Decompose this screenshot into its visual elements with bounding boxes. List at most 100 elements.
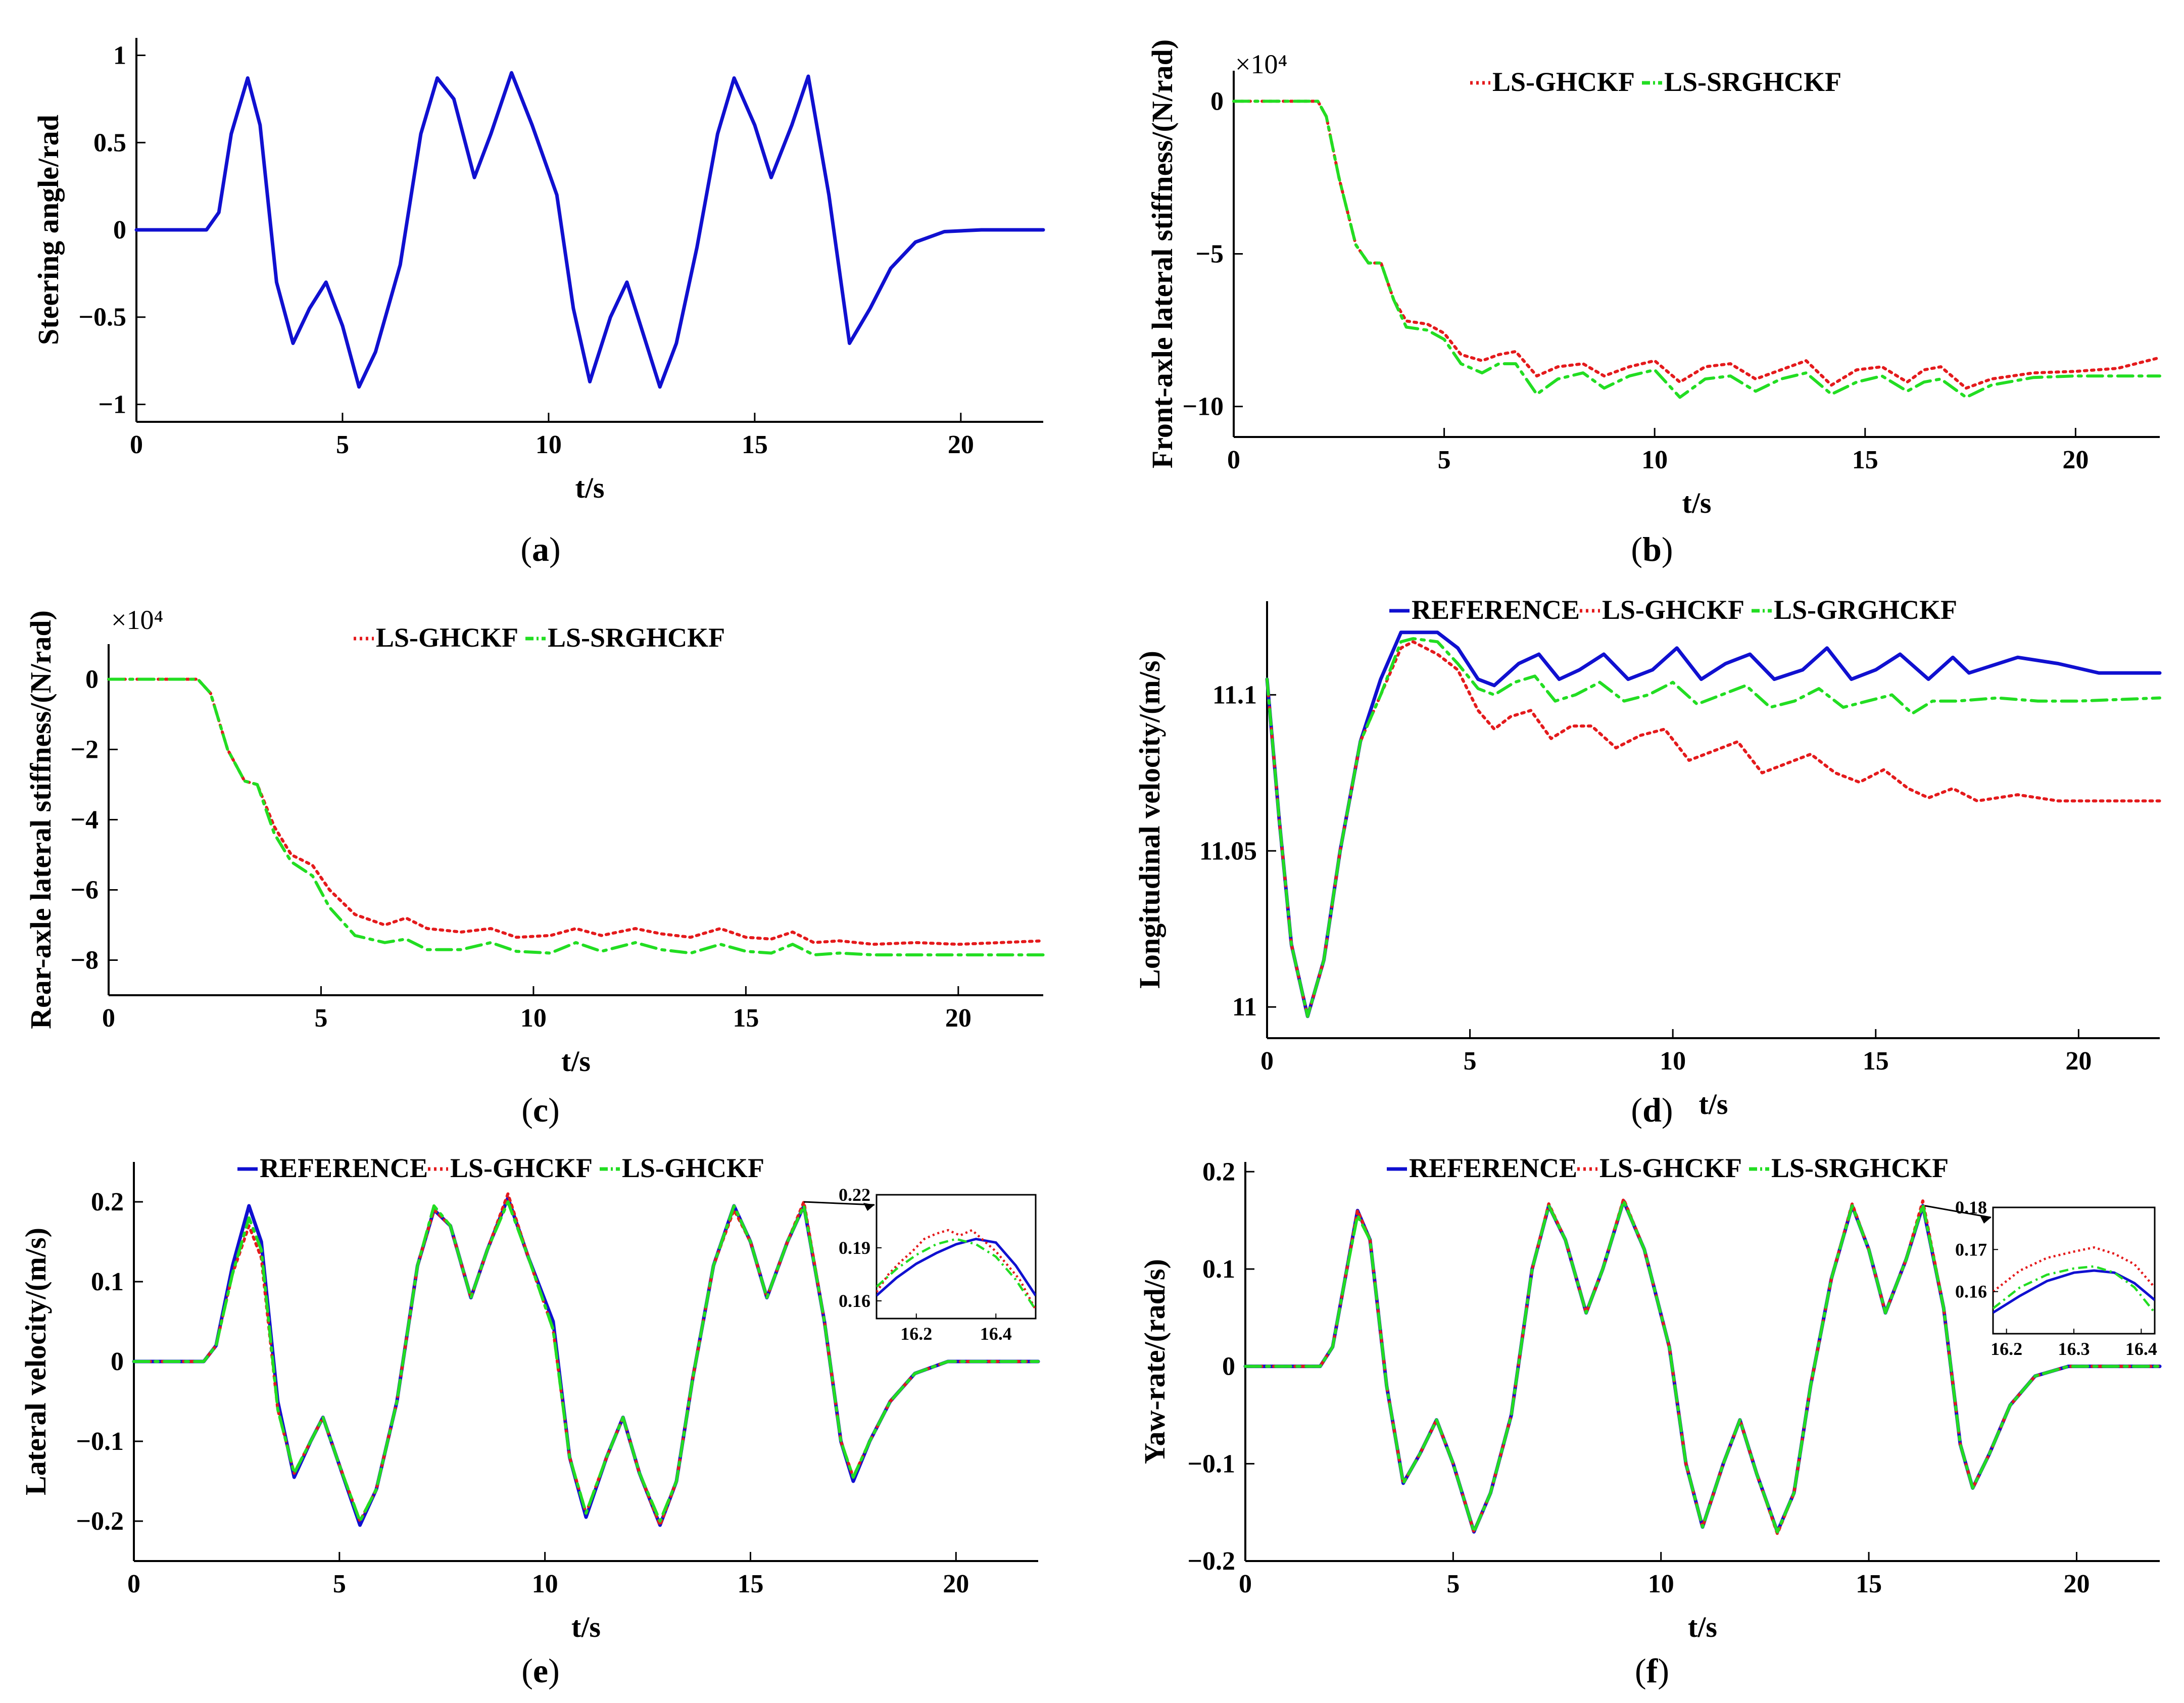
x-tick-label: 15: [742, 430, 768, 459]
chart-panel-5: 0 5 10 15 20 −0.2 −0.1 0 0.1 0.2 t/s Lateral veloci…: [19, 1153, 1040, 1690]
inset-series-line-ls_ghckf: [1993, 1246, 2155, 1293]
y-tick-label: −0.1: [1187, 1449, 1235, 1478]
x-tick-label: 15: [1863, 1047, 1889, 1076]
y-axis-title: Lateral velocity/(m/s): [19, 1228, 52, 1495]
chart-panel-3: 0 5 10 15 20 −8 −6 −4 −2 0 t/s Rear-axle lateral st…: [24, 605, 1045, 1129]
x-tick-label: 0: [1239, 1570, 1252, 1598]
x-axis-title: t/s: [575, 471, 605, 504]
panel-label: (e): [521, 1651, 560, 1690]
x-axis-title: t/s: [571, 1611, 601, 1643]
x-tick-label: 5: [1446, 1570, 1460, 1598]
panel-label-part: ): [548, 1091, 560, 1129]
inset-pointer-arrowhead: [1980, 1215, 1991, 1224]
legend-label: LS-SRGHCKF: [1664, 67, 1841, 97]
y-tick-label: −0.5: [78, 303, 126, 332]
legend-label: LS-GHCKF: [1602, 595, 1744, 625]
x-tick-label: 5: [1464, 1047, 1477, 1076]
y-tick-label: 11: [1232, 993, 1257, 1021]
x-tick-label: 20: [2062, 446, 2089, 474]
chart-panel-2: 0 5 10 15 20 −10 −5 0 t/s Front-axle lateral stif…: [1146, 39, 2161, 568]
y-axis-title: Front-axle lateral stiffness/(N/rad): [1146, 39, 1179, 468]
series-line-ls_ghckf: [107, 677, 1045, 946]
x-tick-label: 20: [2065, 1047, 2092, 1076]
inset-frame: [1992, 1206, 2156, 1335]
x-tick-label: 10: [520, 1004, 547, 1033]
y-tick-label: −5: [1195, 240, 1224, 269]
x-tick-label: 15: [1852, 446, 1878, 474]
x-tick-label: 15: [733, 1004, 759, 1033]
x-axis-title: t/s: [561, 1045, 591, 1078]
y-tick-label: 11.05: [1199, 837, 1257, 865]
x-tick-label: 20: [943, 1570, 969, 1598]
inset-panel: 16.2 16.3 16.40.160.170.18: [1924, 1197, 2157, 1359]
inset-series-line-reference: [1993, 1269, 2155, 1314]
y-tick-label: 0: [1222, 1352, 1235, 1381]
y-tick-label: −2: [70, 736, 99, 764]
series-line-ls_ghckf: [1232, 100, 2161, 390]
panel-label-part: (: [521, 1091, 533, 1129]
y-tick-label: 0.2: [91, 1188, 124, 1217]
y-tick-label: 0.1: [1202, 1255, 1235, 1284]
x-tick-label: 0: [1260, 1047, 1274, 1076]
legend-label: LS-SRGHCKF: [1771, 1153, 1949, 1183]
inset-frame: [876, 1194, 1037, 1320]
x-tick-label: 20: [2063, 1570, 2090, 1598]
series-line-ls_srghckf: [1244, 1199, 2161, 1534]
y-axis-title: Steering angle/rad: [32, 115, 65, 345]
x-axis-title: t/s: [1682, 486, 1712, 519]
panel-label-part: (: [520, 530, 532, 568]
y-exponent-label: ×10⁴: [1235, 49, 1287, 79]
chart-panel-6: 0 5 10 15 20 −0.2 −0.1 0 0.1 0.2 t/s Yaw-rate/(rad/…: [1138, 1153, 2162, 1690]
x-tick-label: 10: [536, 430, 562, 459]
inset-x-tick-label: 16.2: [1991, 1339, 2022, 1359]
panel-label-part: (: [521, 1651, 533, 1690]
inset-series-line-ls_srghckf: [1993, 1265, 2155, 1313]
y-tick-label: 1: [113, 41, 126, 70]
panel-label-part: f: [1646, 1651, 1659, 1690]
panel-label-part: ): [549, 530, 561, 568]
y-tick-label: 0: [111, 1347, 124, 1376]
y-tick-label: −8: [70, 946, 99, 975]
y-tick-label: −4: [70, 806, 99, 835]
panel-label-part: c: [533, 1091, 548, 1129]
y-tick-label: −6: [70, 876, 99, 905]
legend-label: LS-GHCKF: [1492, 67, 1635, 97]
x-tick-label: 0: [127, 1570, 140, 1598]
x-tick-label: 20: [948, 430, 974, 459]
y-tick-label: −1: [98, 390, 126, 419]
inset-x-tick-label: 16.3: [2058, 1339, 2090, 1359]
inset-y-tick-label: 0.22: [839, 1185, 870, 1205]
panel-label-part: (: [1635, 1651, 1646, 1690]
inset-y-tick-label: 0.16: [839, 1291, 870, 1311]
x-tick-label: 10: [532, 1570, 558, 1598]
x-axis-title: t/s: [1688, 1611, 1717, 1643]
series-line-reference: [134, 71, 1045, 389]
legend-label: LS-SRGHCKF: [548, 622, 725, 653]
y-tick-label: −0.2: [1187, 1547, 1235, 1576]
inset-x-tick-label: 16.4: [2125, 1339, 2157, 1359]
x-tick-label: 5: [1438, 446, 1451, 474]
x-tick-label: 15: [1856, 1570, 1882, 1598]
legend-label: LS-GRGHCKF: [1774, 595, 1957, 625]
panel-label: (b): [1631, 530, 1673, 568]
inset-pointer-arrow: [804, 1201, 875, 1206]
legend-label: LS-GHCKF: [1599, 1153, 1742, 1183]
legend-label: LS-GHCKF: [622, 1153, 764, 1183]
x-tick-label: 10: [1648, 1570, 1674, 1598]
y-tick-label: 11.1: [1212, 680, 1257, 709]
panel-label: (a): [520, 530, 560, 568]
panel-label-part: ): [548, 1651, 560, 1690]
inset-y-tick-label: 0.19: [839, 1238, 870, 1258]
y-tick-label: 0.1: [91, 1268, 124, 1296]
x-tick-label: 0: [102, 1004, 115, 1033]
y-tick-label: 0: [113, 216, 126, 245]
y-tick-label: 0.5: [93, 128, 126, 157]
y-axis-title: Yaw-rate/(rad/s): [1138, 1259, 1171, 1464]
x-tick-label: 10: [1660, 1047, 1686, 1076]
series-line-ls_srghckf: [1232, 100, 2161, 399]
legend-label: REFERENCE: [260, 1153, 428, 1183]
x-tick-label: 0: [130, 430, 143, 459]
panel-label-part: ): [1662, 530, 1673, 568]
